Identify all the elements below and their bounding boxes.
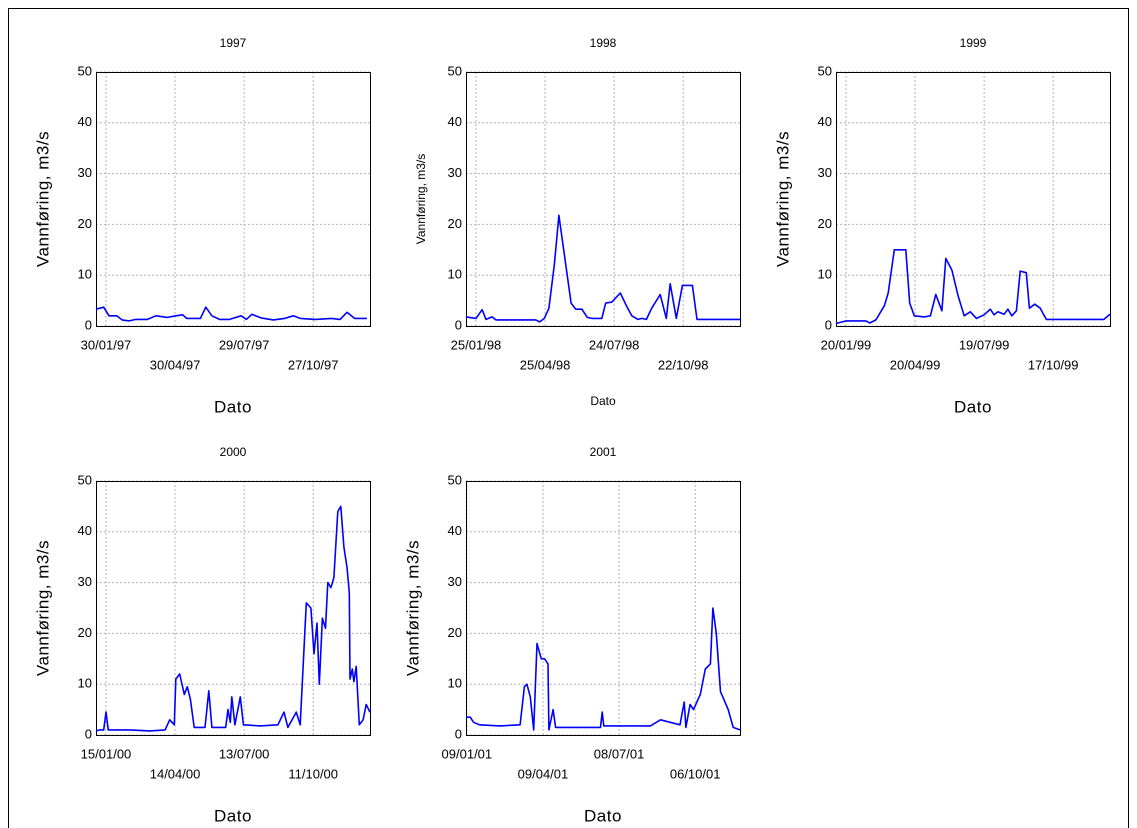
outer-frame (8, 8, 1129, 828)
y-tick-label: 30 (448, 165, 462, 180)
y-tick-label: 10 (78, 267, 92, 282)
x-tick-label: 30/04/97 (150, 357, 201, 372)
subplot: 1999 0 10 20 30 40 50 20/01/99 20/04/99 19/07/99 1… (773, 36, 1111, 416)
y-tick-label: 30 (78, 165, 92, 180)
plot-frame (96, 72, 371, 327)
x-tick-label: 15/01/00 (81, 746, 132, 761)
y-tick-label: 0 (455, 726, 462, 741)
y-axis-label: Vannføring, m3/s (33, 540, 52, 676)
y-tick-label: 20 (818, 216, 832, 231)
x-tick-label: 13/07/00 (219, 746, 270, 761)
x-axis-label: Dato (954, 397, 992, 416)
data-line (95, 505, 371, 732)
x-tick-label: 20/01/99 (821, 337, 872, 352)
data-line (835, 249, 1111, 325)
x-axis-label: Dato (590, 394, 616, 408)
y-tick-label: 50 (448, 63, 462, 78)
y-tick-label: 40 (78, 523, 92, 538)
x-tick-label: 11/10/00 (288, 766, 338, 781)
y-tick-label: 20 (78, 625, 92, 640)
y-axis-label: Vannføring, m3/s (414, 154, 428, 244)
y-axis-label: Vannføring, m3/s (773, 131, 792, 267)
y-tick-label: 10 (448, 267, 462, 282)
x-tick-label: 30/01/97 (81, 337, 132, 352)
y-tick-label: 0 (455, 317, 462, 332)
data-line (465, 214, 740, 323)
x-tick-label: 08/07/01 (594, 746, 645, 761)
y-tick-label: 40 (78, 114, 92, 129)
data-line (466, 607, 741, 731)
y-tick-label: 20 (78, 216, 92, 231)
y-tick-label: 40 (448, 523, 462, 538)
x-tick-label: 22/10/98 (658, 357, 709, 372)
y-tick-label: 40 (448, 114, 462, 129)
plot-frame (836, 72, 1111, 327)
y-axis-label: Vannføring, m3/s (403, 540, 422, 676)
x-tick-label: 24/07/98 (589, 337, 640, 352)
plot-frame (466, 72, 741, 327)
y-tick-label: 10 (818, 267, 832, 282)
plot-frame (96, 481, 371, 736)
y-tick-label: 10 (78, 676, 92, 691)
subplot: 1997 0 10 20 30 40 50 30/01/97 30/04/97 29/07/97 2… (33, 36, 371, 416)
x-tick-label: 06/10/01 (670, 766, 721, 781)
data-line (95, 306, 367, 322)
x-tick-label: 27/10/97 (288, 357, 339, 372)
subplot: 2001 0 10 20 30 40 50 09/01/01 09/04/01 08/07/01 0… (403, 445, 741, 825)
y-tick-label: 0 (85, 726, 92, 741)
y-tick-label: 20 (448, 625, 462, 640)
subplot-title: 2001 (590, 445, 617, 459)
x-axis-label: Dato (214, 806, 252, 825)
x-tick-label: 09/01/01 (442, 746, 493, 761)
x-tick-label: 09/04/01 (518, 766, 569, 781)
y-tick-label: 30 (78, 574, 92, 589)
y-tick-label: 20 (448, 216, 462, 231)
x-tick-label: 25/01/98 (451, 337, 502, 352)
y-axis-label: Vannføring, m3/s (33, 131, 52, 267)
x-tick-label: 20/04/99 (890, 357, 941, 372)
subplot-title: 1999 (960, 36, 987, 50)
subplot-title: 1997 (220, 36, 247, 50)
x-tick-label: 29/07/97 (219, 337, 270, 352)
x-axis-label: Dato (584, 806, 622, 825)
x-axis-label: Dato (214, 397, 252, 416)
x-tick-label: 14/04/00 (150, 766, 201, 781)
subplot-title: 1998 (590, 36, 617, 50)
subplot: 1998 0 10 20 30 40 50 25/01/98 25/04/98 24/07/98 2… (414, 36, 741, 408)
y-tick-label: 40 (818, 114, 832, 129)
y-tick-label: 50 (78, 472, 92, 487)
y-tick-label: 50 (448, 472, 462, 487)
subplot: 2000 0 10 20 30 40 50 15/01/00 14/04/00 13/07/00 1… (33, 445, 371, 825)
plot-frame (466, 481, 741, 736)
y-tick-label: 0 (825, 317, 832, 332)
subplot-title: 2000 (220, 445, 247, 459)
x-tick-label: 19/07/99 (959, 337, 1010, 352)
y-tick-label: 10 (448, 676, 462, 691)
y-tick-label: 50 (78, 63, 92, 78)
y-tick-label: 30 (448, 574, 462, 589)
x-tick-label: 25/04/98 (520, 357, 571, 372)
x-tick-label: 17/10/99 (1028, 357, 1079, 372)
y-tick-label: 30 (818, 165, 832, 180)
y-tick-label: 50 (818, 63, 832, 78)
y-tick-label: 0 (85, 317, 92, 332)
